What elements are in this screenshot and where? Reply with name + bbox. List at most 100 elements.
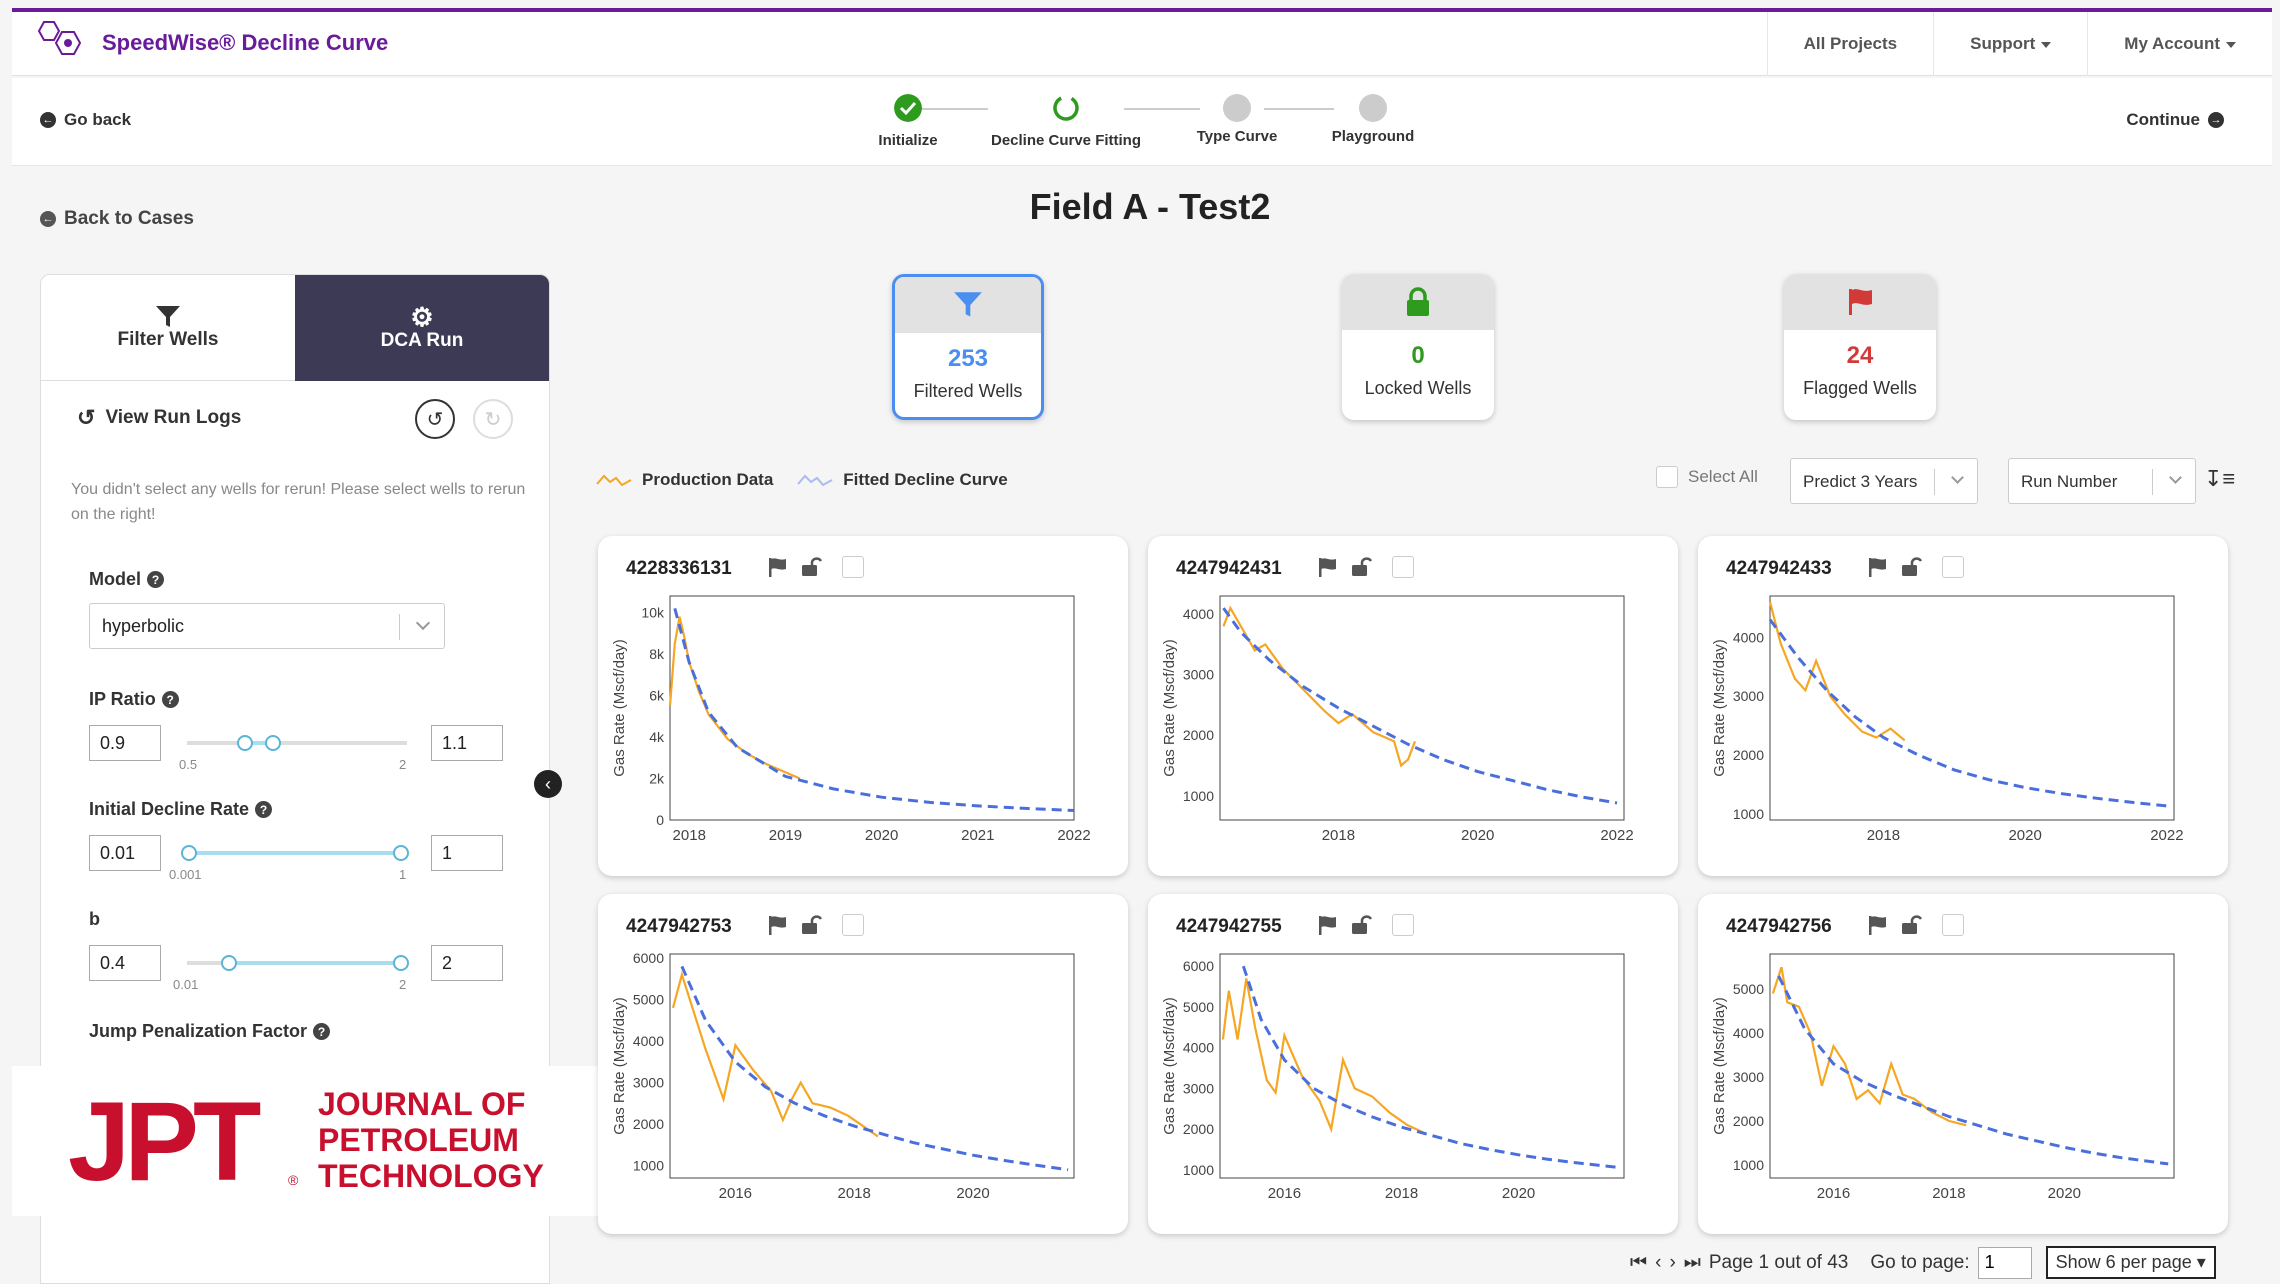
well-select-checkbox[interactable]	[1392, 914, 1414, 936]
well-id: 4247942433	[1726, 558, 1832, 579]
continue-button[interactable]: Continue →	[2126, 110, 2224, 130]
x-tick-label: 2018	[1322, 827, 1355, 844]
well-card[interactable]: 4247942755 2016 2018 2020 1000 2000 3000 4000 50…	[1148, 894, 1678, 1234]
flag-icon[interactable]	[1866, 914, 1888, 936]
plot-area	[669, 595, 1075, 821]
well-id: 4228336131	[626, 558, 732, 579]
b-max-input[interactable]: 2	[431, 945, 503, 981]
nav-support[interactable]: Support	[1933, 12, 2087, 76]
ip-ratio-min-handle[interactable]	[237, 735, 253, 751]
ip-ratio-range-min: 0.5	[179, 757, 198, 772]
collapse-panel-button[interactable]: ‹	[534, 770, 562, 798]
redo-button[interactable]: ↻	[473, 399, 513, 439]
top-navbar: SpeedWise® Decline Curve All Projects Su…	[12, 8, 2272, 76]
unlock-icon[interactable]	[1350, 914, 1372, 936]
undo-button[interactable]: ↺	[415, 399, 455, 439]
ip-ratio-slider-track[interactable]	[187, 741, 407, 745]
x-tick-label: 2016	[719, 1185, 752, 1202]
well-select-checkbox[interactable]	[842, 556, 864, 578]
ip-ratio-slider-range	[245, 741, 273, 745]
step-connector	[1264, 108, 1334, 110]
goto-page-input[interactable]	[1977, 1246, 2032, 1279]
b-max-handle[interactable]	[393, 955, 409, 971]
unlock-icon[interactable]	[1900, 914, 1922, 936]
y-axis-label: Gas Rate (Mscf/day)	[611, 639, 628, 777]
ip-ratio-min-input[interactable]: 0.9	[89, 725, 161, 761]
x-tick-label: 2020	[1502, 1185, 1535, 1202]
tab-dca-run[interactable]: ⚙ DCA Run	[295, 275, 549, 381]
help-icon[interactable]: ?	[255, 801, 273, 818]
x-tick-label: 2020	[1461, 827, 1494, 844]
prev-page-icon[interactable]: ‹	[1655, 1251, 1662, 1273]
b-min-input[interactable]: 0.4	[89, 945, 161, 981]
ip-ratio-max-input[interactable]: 1.1	[431, 725, 503, 761]
fitted-decline-series	[680, 965, 1069, 1172]
first-page-icon[interactable]: ⏮	[1630, 1251, 1648, 1273]
tab-filter-wells[interactable]: Filter Wells	[41, 275, 295, 381]
step-initialize[interactable]: Initialize	[860, 94, 956, 149]
next-page-icon[interactable]: ›	[1669, 1251, 1676, 1273]
b-min-handle[interactable]	[221, 955, 237, 971]
ip-ratio-max-handle[interactable]	[265, 735, 281, 751]
initial-decline-max-input[interactable]: 1	[431, 835, 503, 871]
well-card[interactable]: 4247942431 2018 2020 2022 1000 2000 3000 4000 Ga…	[1148, 536, 1678, 876]
arrow-right-icon: →	[2208, 112, 2224, 128]
b-slider-range	[229, 961, 405, 965]
flag-icon[interactable]	[1316, 914, 1338, 936]
help-icon[interactable]: ?	[147, 571, 164, 588]
well-card[interactable]: 4247942433 2018 2020 2022 1000 2000 3000 4000 Ga…	[1698, 536, 2228, 876]
y-tick-label: 1000	[1183, 788, 1214, 804]
step-playground[interactable]: Playground	[1318, 94, 1428, 145]
help-icon[interactable]: ?	[313, 1023, 331, 1040]
well-production-chart: 2018 2020 2022 1000 2000 3000 4000 Gas Rate (Ms…	[1161, 595, 1634, 844]
well-select-checkbox[interactable]	[1392, 556, 1414, 578]
unlock-icon[interactable]	[800, 556, 822, 578]
rerun-note: You didn't select any wells for rerun! P…	[71, 481, 526, 523]
well-card[interactable]: 4247942753 2016 2018 2020 1000 2000 3000 4000 50…	[598, 894, 1128, 1234]
flag-icon[interactable]	[766, 914, 788, 936]
stat-card-flagged-wells[interactable]: 24 Flagged Wells	[1784, 274, 1936, 420]
flag-icon[interactable]	[766, 556, 788, 578]
sort-select[interactable]: Run Number	[2008, 458, 2196, 504]
initial-decline-max-handle[interactable]	[393, 845, 409, 861]
initial-decline-min-handle[interactable]	[181, 845, 197, 861]
go-back-button[interactable]: ← Go back	[40, 110, 131, 130]
unlock-icon[interactable]	[1350, 556, 1372, 578]
well-card[interactable]: 4247942756 2016 2018 2020 1000 2000 3000 4000 50…	[1698, 894, 2228, 1234]
well-select-checkbox[interactable]	[1942, 556, 1964, 578]
well-production-chart: 2016 2018 2020 1000 2000 3000 4000 5000 6000 Gas …	[1161, 953, 1625, 1202]
ip-ratio-label: IP Ratio?	[89, 689, 179, 710]
unlock-icon[interactable]	[800, 914, 822, 936]
y-tick-label: 3000	[633, 1075, 664, 1091]
select-all-checkbox[interactable]	[1656, 466, 1678, 488]
initial-decline-slider-range	[187, 851, 405, 855]
step-type-curve[interactable]: Type Curve	[1182, 94, 1292, 145]
unlock-icon[interactable]	[1900, 556, 1922, 578]
well-card[interactable]: 4228336131 2018 2019 2020 2021 2022 0 2k 4k 6k 8k 1…	[598, 536, 1128, 876]
per-page-select[interactable]: Show 6 per page ▾	[2045, 1246, 2216, 1279]
view-run-logs-button[interactable]: ↺ View Run Logs	[77, 405, 242, 430]
select-all-toggle[interactable]: Select All	[1656, 466, 1758, 488]
stat-card-locked-wells[interactable]: 0 Locked Wells	[1342, 274, 1494, 420]
legend-production-label: Production Data	[642, 470, 774, 489]
model-select[interactable]: hyperbolic	[89, 603, 445, 649]
sort-order-icon[interactable]: ↧≡	[2204, 466, 2236, 491]
y-tick-label: 6000	[633, 950, 664, 966]
back-to-cases-link[interactable]: ← Back to Cases	[40, 208, 194, 230]
flag-icon[interactable]	[1866, 556, 1888, 578]
stat-card-filtered-wells[interactable]: 253 Filtered Wells	[892, 274, 1044, 420]
well-select-checkbox[interactable]	[1942, 914, 1964, 936]
help-icon[interactable]: ?	[161, 691, 179, 708]
initial-decline-min-input[interactable]: 0.01	[89, 835, 161, 871]
nav-my-account[interactable]: My Account	[2087, 12, 2272, 76]
nav-all-projects[interactable]: All Projects	[1766, 12, 1934, 76]
step-decline-curve-fitting[interactable]: Decline Curve Fitting	[986, 94, 1146, 149]
app-title[interactable]: SpeedWise® Decline Curve	[102, 30, 389, 55]
well-select-checkbox[interactable]	[842, 914, 864, 936]
predict-select[interactable]: Predict 3 Years	[1790, 458, 1978, 504]
well-id: 4247942431	[1176, 558, 1282, 579]
goto-page-label: Go to page:	[1870, 1251, 1970, 1273]
production-series	[1771, 966, 1967, 1127]
last-page-icon[interactable]: ⏭	[1683, 1251, 1701, 1273]
flag-icon[interactable]	[1316, 556, 1338, 578]
